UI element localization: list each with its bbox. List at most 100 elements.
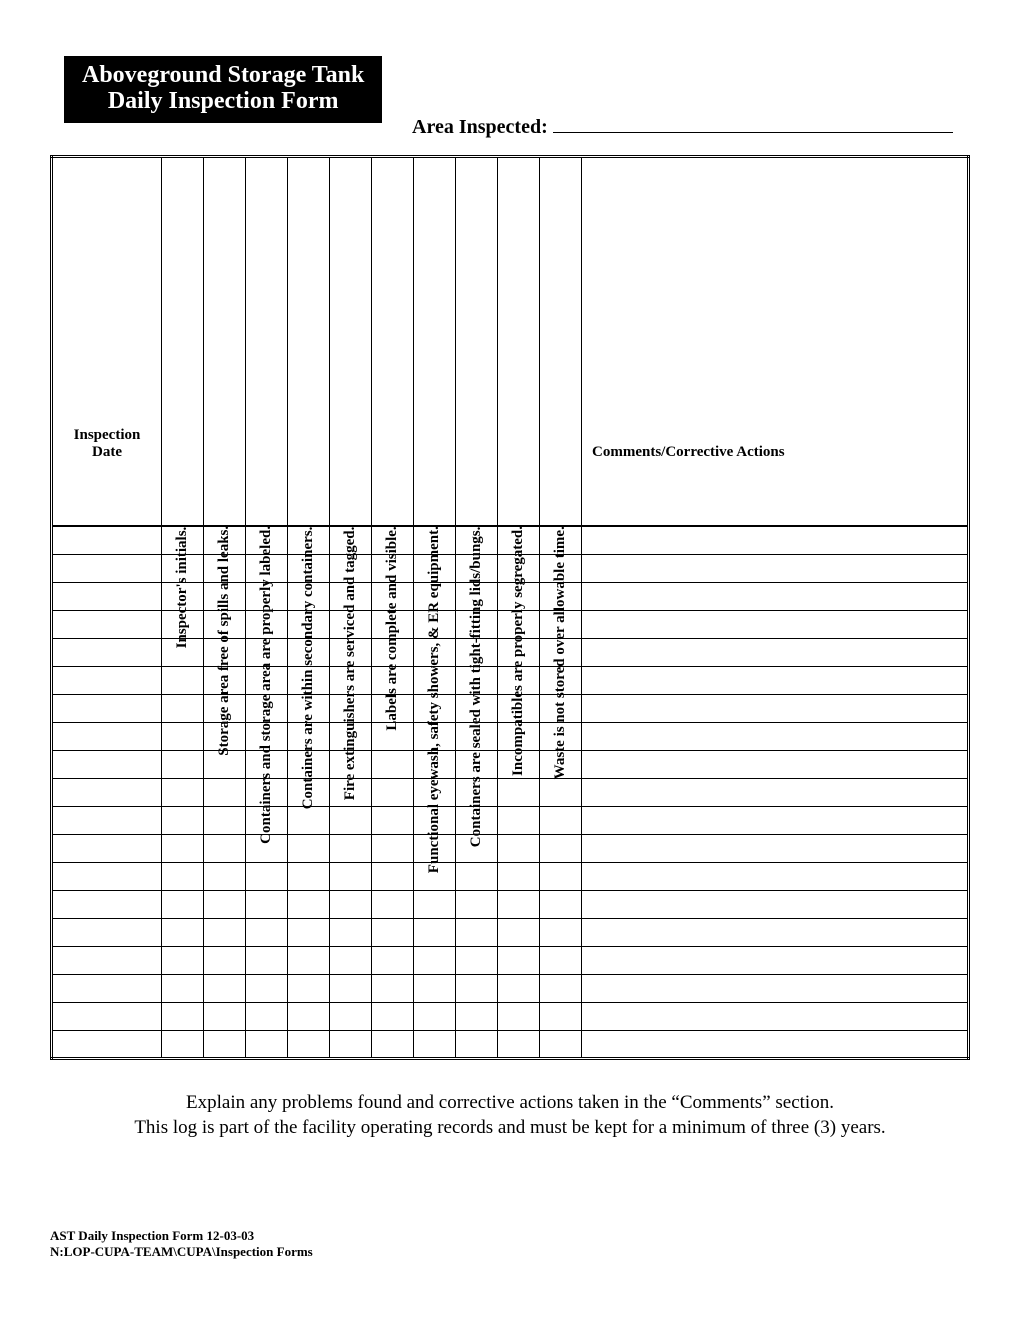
table-cell[interactable] [162, 778, 204, 806]
table-cell[interactable] [288, 946, 330, 974]
table-cell[interactable] [162, 722, 204, 750]
table-cell[interactable] [246, 918, 288, 946]
table-cell[interactable] [582, 638, 969, 666]
table-cell[interactable] [246, 946, 288, 974]
table-cell[interactable] [52, 638, 162, 666]
table-cell[interactable] [498, 834, 540, 862]
table-cell[interactable] [414, 946, 456, 974]
table-cell[interactable] [52, 974, 162, 1002]
table-cell[interactable] [162, 1002, 204, 1030]
table-cell[interactable] [204, 1002, 246, 1030]
table-cell[interactable] [288, 890, 330, 918]
table-cell[interactable] [330, 1002, 372, 1030]
table-cell[interactable] [498, 974, 540, 1002]
table-cell[interactable] [498, 778, 540, 806]
table-cell[interactable] [52, 526, 162, 554]
table-cell[interactable] [456, 1030, 498, 1058]
table-cell[interactable] [372, 946, 414, 974]
table-cell[interactable] [498, 806, 540, 834]
table-cell[interactable] [52, 1030, 162, 1058]
table-cell[interactable] [204, 862, 246, 890]
table-cell[interactable] [540, 946, 582, 974]
table-cell[interactable] [52, 582, 162, 610]
table-cell[interactable] [52, 694, 162, 722]
table-cell[interactable] [372, 778, 414, 806]
table-cell[interactable] [582, 722, 969, 750]
table-cell[interactable] [498, 1030, 540, 1058]
table-cell[interactable] [414, 974, 456, 1002]
table-cell[interactable] [52, 610, 162, 638]
table-cell[interactable] [456, 974, 498, 1002]
table-cell[interactable] [246, 890, 288, 918]
table-cell[interactable] [414, 1030, 456, 1058]
table-cell[interactable] [372, 974, 414, 1002]
table-cell[interactable] [204, 778, 246, 806]
table-cell[interactable] [246, 1030, 288, 1058]
table-cell[interactable] [372, 806, 414, 834]
table-cell[interactable] [498, 946, 540, 974]
table-cell[interactable] [582, 1030, 969, 1058]
table-cell[interactable] [456, 862, 498, 890]
table-cell[interactable] [288, 1030, 330, 1058]
table-cell[interactable] [162, 918, 204, 946]
table-cell[interactable] [582, 834, 969, 862]
table-cell[interactable] [162, 890, 204, 918]
table-cell[interactable] [582, 1002, 969, 1030]
table-cell[interactable] [456, 946, 498, 974]
table-cell[interactable] [162, 834, 204, 862]
table-cell[interactable] [582, 890, 969, 918]
table-cell[interactable] [204, 834, 246, 862]
table-cell[interactable] [162, 1030, 204, 1058]
table-cell[interactable] [372, 1030, 414, 1058]
table-cell[interactable] [582, 610, 969, 638]
table-cell[interactable] [288, 918, 330, 946]
table-cell[interactable] [204, 1030, 246, 1058]
table-cell[interactable] [288, 862, 330, 890]
table-cell[interactable] [330, 1030, 372, 1058]
table-cell[interactable] [582, 750, 969, 778]
table-cell[interactable] [582, 918, 969, 946]
table-cell[interactable] [414, 1002, 456, 1030]
table-cell[interactable] [52, 722, 162, 750]
area-inspected-blank[interactable] [553, 113, 953, 133]
table-cell[interactable] [582, 862, 969, 890]
table-cell[interactable] [330, 862, 372, 890]
table-cell[interactable] [52, 750, 162, 778]
table-cell[interactable] [582, 666, 969, 694]
table-cell[interactable] [540, 890, 582, 918]
table-cell[interactable] [52, 1002, 162, 1030]
table-cell[interactable] [372, 890, 414, 918]
table-cell[interactable] [540, 1002, 582, 1030]
table-cell[interactable] [540, 918, 582, 946]
table-cell[interactable] [582, 974, 969, 1002]
table-cell[interactable] [52, 554, 162, 582]
table-cell[interactable] [204, 806, 246, 834]
table-cell[interactable] [582, 946, 969, 974]
table-cell[interactable] [330, 890, 372, 918]
table-cell[interactable] [540, 834, 582, 862]
table-cell[interactable] [372, 1002, 414, 1030]
table-cell[interactable] [162, 862, 204, 890]
table-cell[interactable] [162, 750, 204, 778]
table-cell[interactable] [52, 918, 162, 946]
table-cell[interactable] [52, 834, 162, 862]
table-cell[interactable] [52, 666, 162, 694]
table-cell[interactable] [204, 890, 246, 918]
table-cell[interactable] [330, 834, 372, 862]
table-cell[interactable] [288, 1002, 330, 1030]
table-cell[interactable] [162, 806, 204, 834]
table-cell[interactable] [414, 890, 456, 918]
table-cell[interactable] [456, 890, 498, 918]
table-cell[interactable] [498, 918, 540, 946]
table-cell[interactable] [204, 946, 246, 974]
table-cell[interactable] [330, 806, 372, 834]
table-cell[interactable] [52, 778, 162, 806]
table-cell[interactable] [204, 918, 246, 946]
table-cell[interactable] [162, 946, 204, 974]
table-cell[interactable] [540, 1030, 582, 1058]
table-cell[interactable] [498, 1002, 540, 1030]
table-cell[interactable] [414, 918, 456, 946]
table-cell[interactable] [246, 1002, 288, 1030]
table-cell[interactable] [162, 666, 204, 694]
table-cell[interactable] [540, 974, 582, 1002]
